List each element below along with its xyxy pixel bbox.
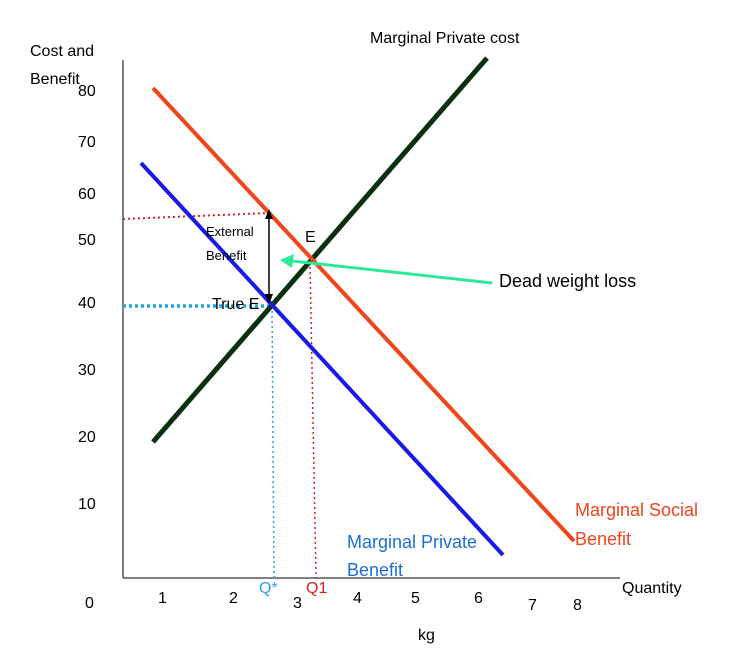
true-equilibrium-label: True E [212, 296, 260, 313]
series-label-marginal-private-benefit: Marginal Private Benefit [347, 532, 478, 580]
dead-weight-loss-arrowhead [280, 254, 294, 268]
dead-weight-loss-label: Dead weight loss [499, 271, 637, 291]
external-benefit-label-line1: External [206, 224, 254, 239]
series-label-marginal-private-cost: Marginal Private cost [370, 30, 520, 47]
x-tick-label: 3 [293, 595, 302, 612]
equilibrium-label: E [305, 229, 316, 246]
x-tick-label: 7 [528, 597, 537, 614]
y-tick-label: 70 [78, 134, 96, 151]
series-label-marginal-social-benefit: Marginal Social Benefit [575, 500, 699, 549]
external-benefit-label-line2: Benefit [206, 248, 247, 263]
y-tick-label: 30 [78, 362, 96, 379]
series-line-marginal-private-cost [151, 56, 489, 444]
q-star-label: Q* [259, 580, 278, 597]
x-tick-label: 0 [85, 595, 94, 612]
x-tick-label: 8 [573, 597, 582, 614]
y-tick-label: 60 [78, 186, 96, 203]
dead-weight-loss-arrow [291, 259, 493, 285]
q1-label: Q1 [306, 580, 328, 597]
external-benefit-arrowhead-bottom [265, 294, 273, 304]
y-tick-label: 20 [78, 429, 96, 446]
series-line-marginal-private-benefit [139, 161, 505, 557]
msb-guide-line [122, 212, 270, 220]
x-tick-label: 6 [474, 590, 483, 607]
y-tick-label: 50 [78, 232, 96, 249]
x-tick-label: 1 [158, 590, 167, 607]
external-benefit-arrowhead-top [265, 209, 273, 219]
y-tick-label: 10 [78, 496, 96, 513]
x-tick-label: 2 [229, 590, 238, 607]
x-tick-label: 5 [411, 590, 420, 607]
y-tick-label: 40 [78, 295, 96, 312]
x-axis-title: Quantity [622, 580, 682, 597]
series-line-marginal-social-benefit [151, 86, 576, 543]
y-tick-label: 80 [78, 83, 96, 100]
q-star-guide-line [271, 305, 275, 579]
y-axis-title: Cost and Benefit [30, 43, 95, 88]
q1-guide-line [309, 261, 317, 579]
x-axis-unit: kg [418, 627, 435, 644]
x-tick-label: 4 [353, 590, 362, 607]
